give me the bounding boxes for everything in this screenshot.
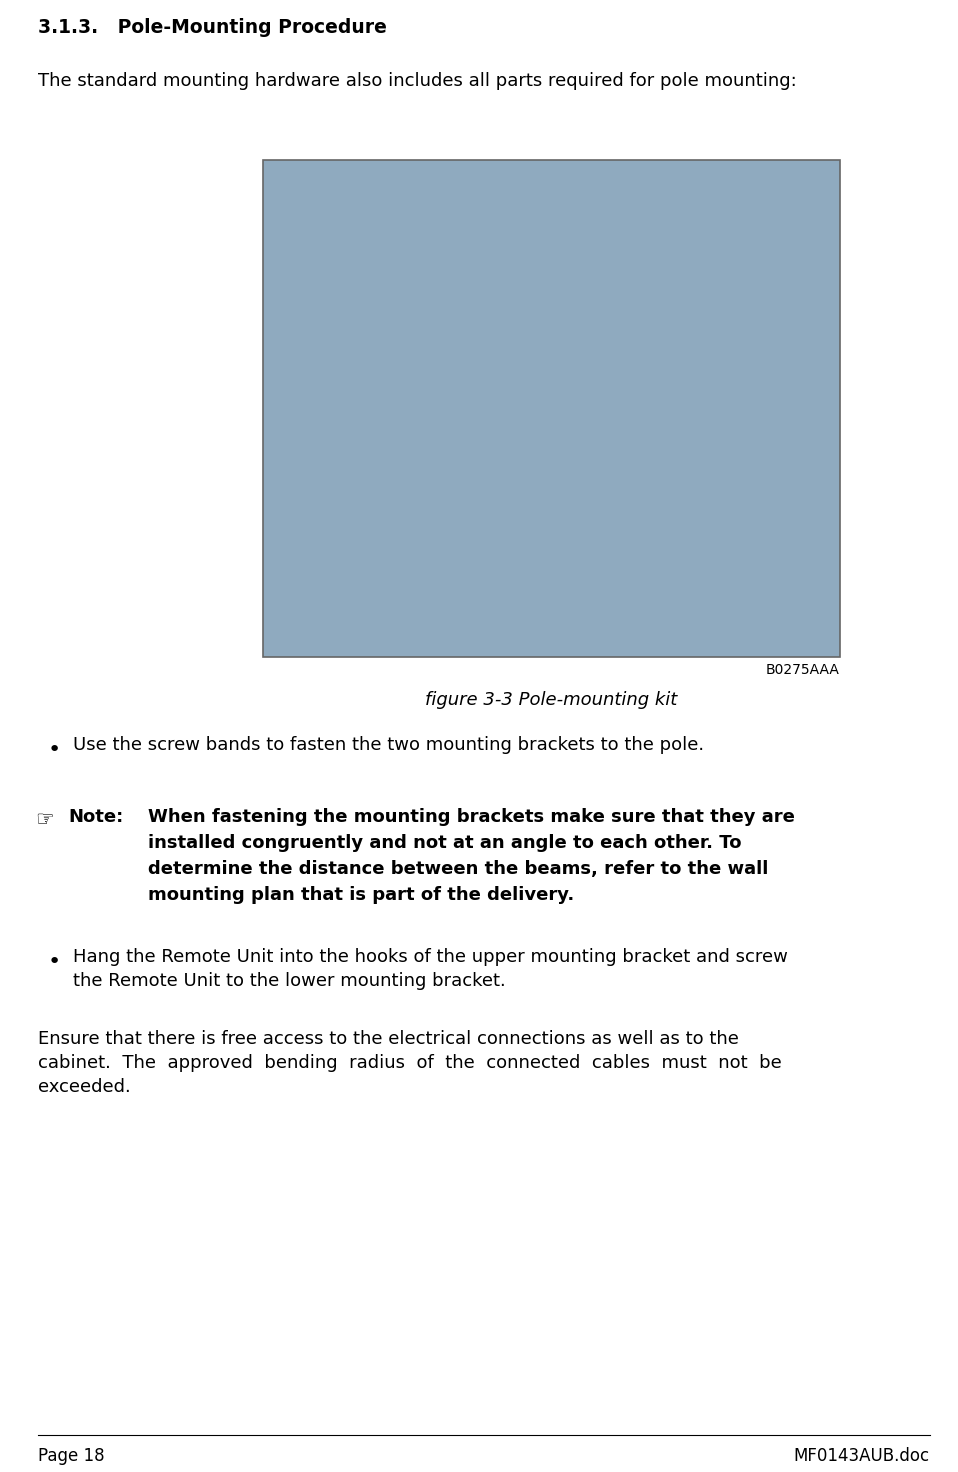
Text: Use the screw bands to fasten the two mounting brackets to the pole.: Use the screw bands to fasten the two mo… [73, 736, 704, 754]
Text: the Remote Unit to the lower mounting bracket.: the Remote Unit to the lower mounting br… [73, 972, 506, 991]
Text: mounting plan that is part of the delivery.: mounting plan that is part of the delive… [148, 886, 574, 904]
Text: When fastening the mounting brackets make sure that they are: When fastening the mounting brackets mak… [148, 808, 795, 826]
Text: figure 3-3 Pole-mounting kit: figure 3-3 Pole-mounting kit [425, 690, 677, 710]
Text: Note:: Note: [68, 808, 124, 826]
Text: •: • [48, 740, 61, 760]
Text: The standard mounting hardware also includes all parts required for pole mountin: The standard mounting hardware also incl… [38, 72, 797, 90]
Text: MF0143AUB.doc: MF0143AUB.doc [794, 1447, 930, 1465]
Text: 3.1.3.   Pole-Mounting Procedure: 3.1.3. Pole-Mounting Procedure [38, 18, 387, 37]
Text: •: • [48, 952, 61, 972]
Text: installed congruently and not at an angle to each other. To: installed congruently and not at an angl… [148, 835, 741, 852]
Text: determine the distance between the beams, refer to the wall: determine the distance between the beams… [148, 860, 768, 877]
Text: Hang the Remote Unit into the hooks of the upper mounting bracket and screw: Hang the Remote Unit into the hooks of t… [73, 948, 787, 966]
Text: cabinet.  The  approved  bending  radius  of  the  connected  cables  must  not : cabinet. The approved bending radius of … [38, 1054, 782, 1072]
Text: ☞: ☞ [35, 810, 54, 830]
Text: exceeded.: exceeded. [38, 1078, 130, 1097]
Text: B0275AAA: B0275AAA [766, 662, 840, 677]
Text: Ensure that there is free access to the electrical connections as well as to the: Ensure that there is free access to the … [38, 1030, 739, 1048]
FancyBboxPatch shape [263, 160, 840, 657]
Text: Page 18: Page 18 [38, 1447, 104, 1465]
